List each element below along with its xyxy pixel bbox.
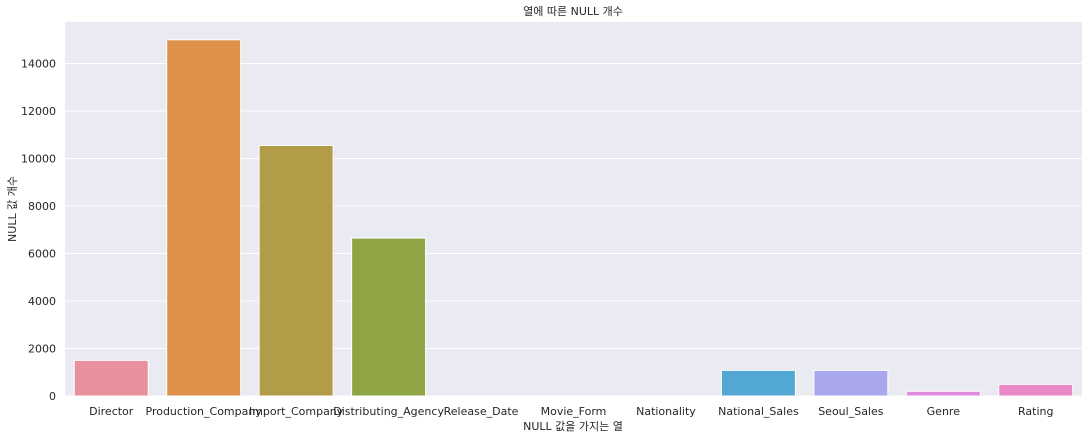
x-tick-label-nationality: Nationality	[636, 405, 696, 418]
x-tick-label-seoul-sales: Seoul_Sales	[818, 405, 884, 418]
y-tick-label-3: 6000	[28, 248, 56, 261]
bar-seoul-sales	[813, 369, 889, 397]
y-tick-label-5: 10000	[21, 153, 56, 166]
bar-national-sales	[720, 369, 796, 397]
bar-distributing-agency	[351, 237, 427, 397]
x-tick-labels: Director Production_CompanyImport_Company…	[89, 405, 1053, 418]
y-tick-labels: 0 2000 4000 6000 8000 10000 12000 14000	[21, 58, 56, 403]
y-tick-label-0: 0	[49, 390, 56, 403]
x-tick-label-movie-form: Movie_Form	[541, 405, 607, 418]
bars	[73, 39, 1074, 397]
bar-genre	[905, 390, 981, 397]
bar-import-company	[258, 144, 334, 397]
x-tick-label-director: Director	[89, 405, 134, 418]
x-tick-label-rating: Rating	[1018, 405, 1053, 418]
x-tick-label-production-company: Production_Company	[146, 405, 263, 418]
y-tick-label-4: 8000	[28, 200, 56, 213]
y-axis-label: NULL 값 개수	[6, 176, 19, 242]
x-tick-label-release-date: Release_Date	[444, 405, 519, 418]
x-tick-label-national-sales: National_Sales	[718, 405, 799, 418]
y-tick-label-2: 4000	[28, 295, 56, 308]
chart-title: 열에 따른 NULL 개수	[523, 5, 623, 18]
x-tick-label-genre: Genre	[927, 405, 961, 418]
x-tick-label-import-company: Import_Company	[249, 405, 344, 418]
y-tick-label-7: 14000	[21, 58, 56, 71]
y-tick-label-6: 12000	[21, 105, 56, 118]
x-tick-label-distributing-agency: Distributing_Agency	[333, 405, 444, 418]
y-tick-label-1: 2000	[28, 343, 56, 356]
bar-production-company	[166, 39, 242, 397]
bar-director	[73, 359, 149, 397]
bar-rating	[998, 383, 1074, 397]
x-axis-label: NULL 값을 가지는 열	[523, 420, 623, 433]
